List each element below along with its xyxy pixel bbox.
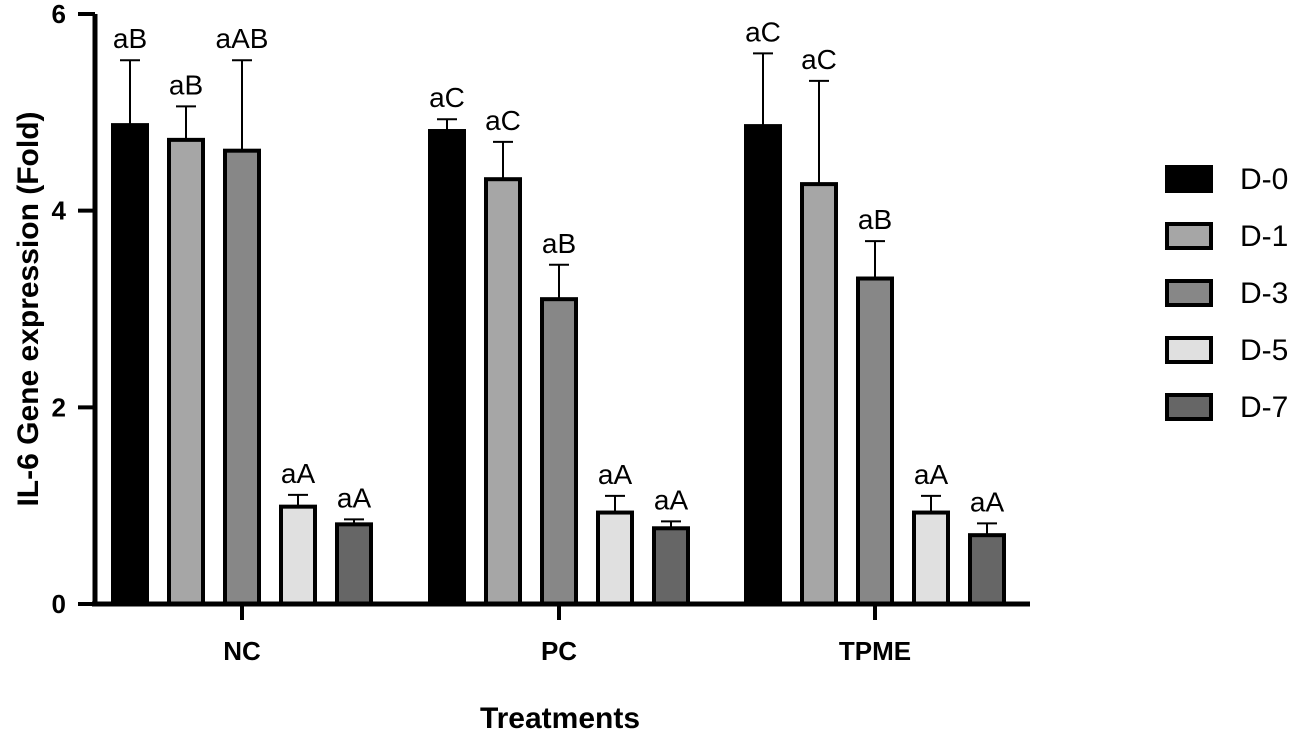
legend-label-d-1: D-1 <box>1240 220 1288 253</box>
legend-swatch-d-5 <box>1165 336 1213 364</box>
bar-nc-d-0 <box>111 123 149 606</box>
y-tick-label-2: 2 <box>52 392 66 422</box>
bar-pc-d-1 <box>484 177 522 606</box>
data-label-nc-d-7: aA <box>337 482 372 513</box>
x-tick-label-tpme: TPME <box>839 636 911 666</box>
data-label-nc-d-1: aB <box>169 69 203 100</box>
bar-nc-d-7 <box>335 522 373 606</box>
bars-layer <box>111 123 1006 607</box>
legend-swatch-d-3 <box>1165 279 1213 307</box>
data-label-pc-d-1: aC <box>485 105 521 136</box>
legend-swatch-d-0 <box>1165 165 1213 193</box>
data-labels-layer: aB aB aAB aA aA aC aC aB aA aA aC aC aB aA aA <box>113 16 1005 517</box>
data-label-tpme-d-3: aB <box>858 204 892 235</box>
legend-label-d-3: D-3 <box>1240 277 1288 310</box>
x-axis-title: Treatments <box>480 702 640 731</box>
bar-pc-d-3 <box>540 297 578 606</box>
bar-tpme-d-0 <box>744 124 782 606</box>
bar-nc-d-3 <box>223 148 261 607</box>
data-label-nc-d-0: aB <box>113 23 147 54</box>
bar-tpme-d-1 <box>800 182 838 606</box>
legend-label-d-7: D-7 <box>1240 391 1288 424</box>
y-axis-title: IL-6 Gene expression (Fold) <box>12 111 45 506</box>
bar-tpme-d-5 <box>912 510 950 606</box>
data-label-tpme-d-5: aA <box>914 459 949 490</box>
data-label-pc-d-3: aB <box>542 228 576 259</box>
y-tick-label-6: 6 <box>52 0 66 29</box>
data-label-tpme-d-1: aC <box>801 44 837 75</box>
y-tick-label-4: 4 <box>52 196 67 226</box>
legend-label-d-0: D-0 <box>1240 163 1288 196</box>
bar-pc-d-0 <box>428 129 466 606</box>
x-tick-label-nc: NC <box>223 636 261 666</box>
data-label-tpme-d-0: aC <box>745 16 781 47</box>
data-label-pc-d-5: aA <box>598 459 633 490</box>
legend-swatch-d-7 <box>1165 393 1213 421</box>
x-tick-label-pc: PC <box>541 636 577 666</box>
bar-pc-d-5 <box>596 510 634 606</box>
y-tick-label-0: 0 <box>52 589 66 619</box>
bar-tpme-d-3 <box>856 276 894 606</box>
bar-tpme-d-7 <box>968 533 1006 607</box>
bar-nc-d-5 <box>279 504 317 606</box>
data-label-tpme-d-7: aA <box>970 486 1005 517</box>
bar-pc-d-7 <box>652 526 690 606</box>
data-label-nc-d-5: aA <box>281 458 316 489</box>
ticks-layer: NC PC TPME 0 2 4 6 <box>52 0 912 666</box>
data-label-nc-d-3: aAB <box>216 23 269 54</box>
data-label-pc-d-7: aA <box>654 484 689 515</box>
legend-label-d-5: D-5 <box>1240 334 1288 367</box>
data-label-pc-d-0: aC <box>429 82 465 113</box>
legend-swatch-d-1 <box>1165 222 1213 250</box>
legend: D-0 D-1 D-3 D-5 D-7 <box>1165 163 1288 424</box>
bar-nc-d-1 <box>167 137 205 606</box>
error-bars-layer <box>120 52 997 536</box>
